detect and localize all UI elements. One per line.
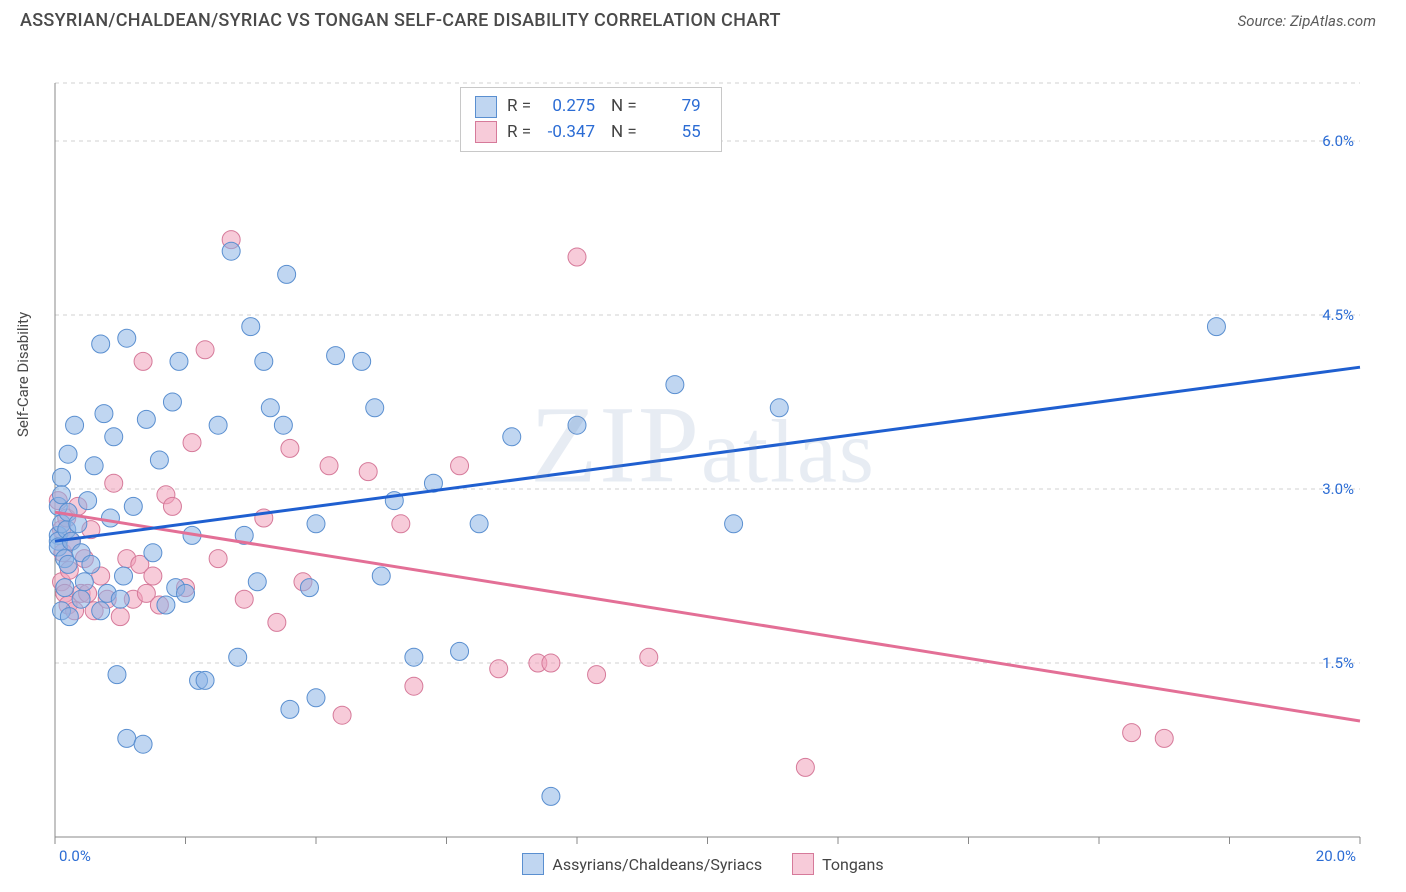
n-value-a: 79 [647,94,707,120]
series-legend: Assyrians/Chaldeans/Syriacs Tongans [0,853,1406,875]
y-axis-label: Self-Care Disability [14,312,32,437]
n-label-a: N = [611,94,637,120]
stats-row-b: R = -0.347 N = 55 [475,120,707,146]
swatch-b-icon [475,121,497,143]
chart-title: ASSYRIAN/CHALDEAN/SYRIAC VS TONGAN SELF-… [20,10,781,31]
chart-source: Source: ZipAtlas.com [1238,12,1376,30]
stats-legend: R = 0.275 N = 79 R = -0.347 N = 55 [460,87,722,152]
svg-text:6.0%: 6.0% [1322,132,1354,150]
svg-text:4.5%: 4.5% [1322,306,1354,324]
svg-text:3.0%: 3.0% [1322,480,1354,498]
legend-label-a: Assyrians/Chaldeans/Syriacs [552,855,762,874]
stats-row-a: R = 0.275 N = 79 [475,94,707,120]
legend-swatch-b-icon [792,853,814,875]
legend-item-a: Assyrians/Chaldeans/Syriacs [522,853,762,875]
n-value-b: 55 [647,120,707,146]
legend-item-b: Tongans [792,853,884,875]
n-label-b: N = [611,120,637,146]
swatch-a-icon [475,96,497,118]
r-value-b: -0.347 [541,120,601,146]
chart-header: ASSYRIAN/CHALDEAN/SYRIAC VS TONGAN SELF-… [0,0,1406,37]
scatter-plot-svg: 1.5%3.0%4.5%6.0%0.0%20.0% [0,37,1406,867]
r-label-a: R = [507,94,531,120]
legend-swatch-a-icon [522,853,544,875]
svg-text:1.5%: 1.5% [1322,654,1354,672]
r-value-a: 0.275 [541,94,601,120]
legend-label-b: Tongans [822,855,884,874]
r-label-b: R = [507,120,531,146]
chart-area: Self-Care Disability 1.5%3.0%4.5%6.0%0.0… [0,37,1406,887]
